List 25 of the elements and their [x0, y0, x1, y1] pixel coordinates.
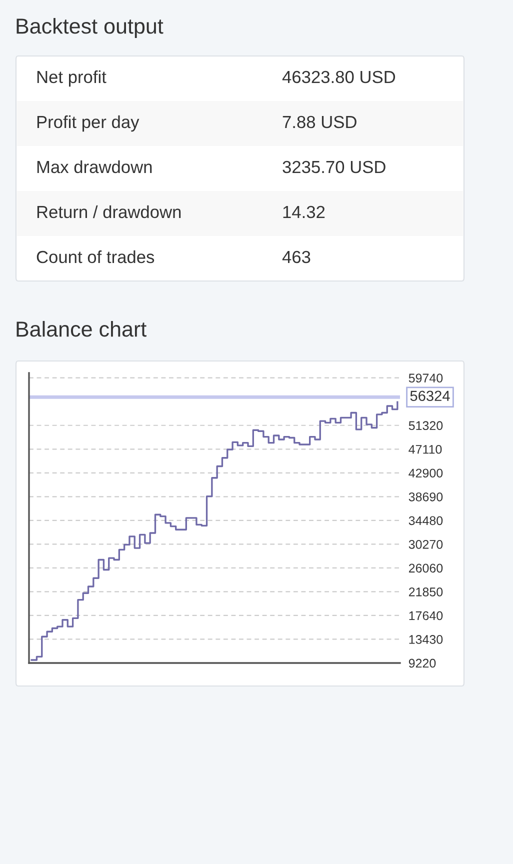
y-tick-label: 9220 [408, 658, 436, 668]
y-tick-label: 30270 [408, 540, 443, 549]
y-tick-label: 51320 [408, 421, 443, 430]
text: 3235.70 USD [282, 160, 386, 174]
y-tick-label: 59740 [408, 374, 443, 383]
text: 7.88 USD [282, 116, 356, 128]
ref-line-label: 56324 [410, 390, 450, 402]
text: Backtest output [16, 18, 164, 38]
text: Profit per day [37, 115, 140, 132]
text: Net profit [37, 70, 106, 87]
text: 46323.80 USD [282, 70, 396, 84]
text: 14.32 [283, 206, 325, 218]
y-tick-label: 21850 [408, 588, 443, 596]
y-tick-label: 13430 [409, 635, 443, 644]
text: 463 [282, 250, 310, 264]
y-tick-label: 26060 [408, 564, 443, 573]
y-tick-label: 47110 [408, 444, 442, 454]
text: Return / drawdown [37, 205, 181, 218]
y-tick-label: 17640 [409, 611, 443, 620]
text: Max drawdown [37, 160, 152, 174]
y-tick-label: 34480 [408, 516, 443, 526]
chart-title: Balance chart [16, 320, 146, 337]
y-tick-label: 42900 [408, 468, 443, 478]
y-tick-label: 38690 [408, 492, 443, 502]
text: Count of trades [36, 250, 154, 264]
